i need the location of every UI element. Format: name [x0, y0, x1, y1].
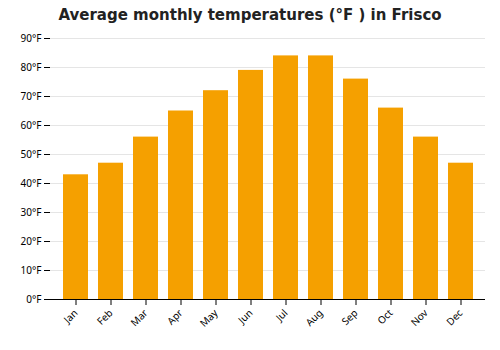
svg-text:Jun: Jun — [234, 306, 255, 327]
svg-text:10°F: 10°F — [21, 263, 42, 277]
svg-text:50°F: 50°F — [21, 147, 42, 161]
svg-text:Jul: Jul — [272, 306, 291, 325]
svg-text:20°F: 20°F — [21, 234, 42, 248]
svg-text:70°F: 70°F — [21, 89, 42, 103]
html-text:Average monthly temperatures (: Average monthly temperatures (°F ) in Fr… — [58, 6, 442, 24]
svg-text:40°F: 40°F — [21, 176, 42, 190]
svg-text:Feb: Feb — [93, 306, 115, 328]
svg-text:60°F: 60°F — [21, 118, 42, 132]
svg-text:30°F: 30°F — [21, 205, 42, 219]
svg-text:May: May — [196, 305, 221, 330]
svg-text:Jan: Jan — [60, 306, 81, 327]
svg-text:Dec: Dec — [443, 306, 466, 329]
svg-text:Sep: Sep — [338, 306, 360, 328]
svg-text:Aug: Aug — [302, 306, 325, 329]
svg-text:Oct: Oct — [374, 306, 396, 328]
svg-text:80°F: 80°F — [21, 60, 42, 74]
svg-text:90°F: 90°F — [21, 31, 42, 45]
svg-text:Nov: Nov — [407, 305, 431, 329]
svg-text:0°F: 0°F — [26, 292, 41, 306]
svg-text:Apr: Apr — [164, 306, 186, 328]
svg-text:Mar: Mar — [127, 306, 150, 329]
